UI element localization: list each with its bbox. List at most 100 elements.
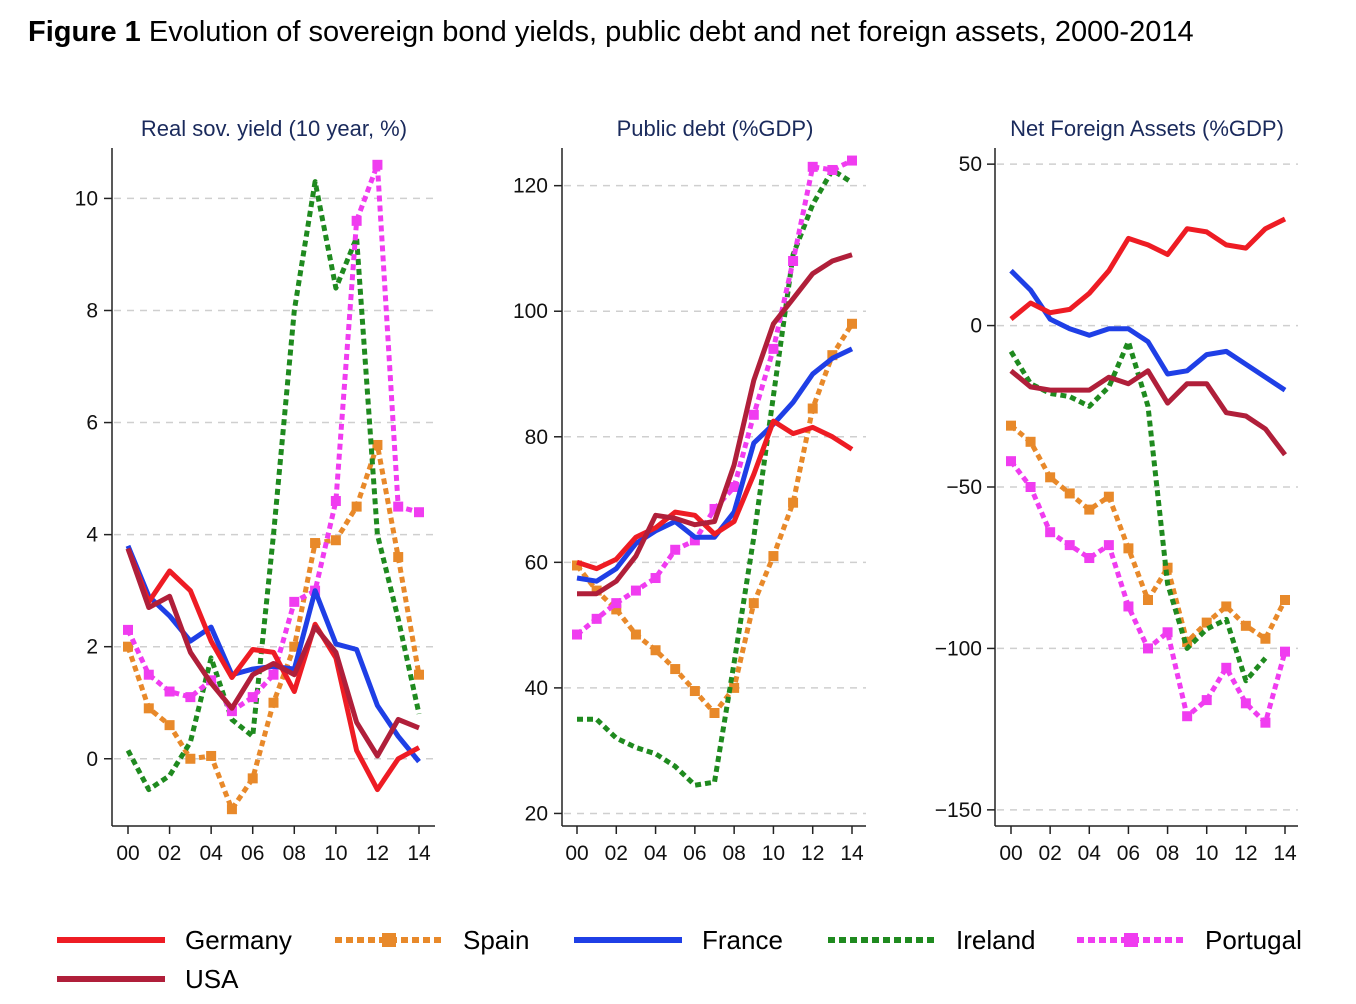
- data-point: [1143, 595, 1153, 605]
- data-point: [185, 753, 196, 764]
- y-tick-label: 0: [970, 315, 982, 338]
- data-point: [689, 535, 700, 546]
- data-point: [1064, 488, 1075, 499]
- data-point: [1280, 646, 1290, 657]
- x-tick-label: 00: [116, 842, 139, 865]
- data-point: [123, 641, 133, 652]
- data-point: [807, 403, 818, 414]
- data-point: [729, 682, 740, 693]
- data-point: [709, 708, 720, 718]
- data-point: [1045, 527, 1056, 538]
- data-point: [748, 409, 759, 420]
- data-point: [1025, 436, 1036, 447]
- x-tick-label: 00: [565, 842, 588, 865]
- series-usa: [125, 547, 420, 759]
- y-tick-label: 20: [525, 802, 548, 825]
- x-tick-label: 12: [1234, 842, 1257, 865]
- y-tick-label: 0: [86, 748, 98, 771]
- series-line-france: [1009, 268, 1287, 393]
- series-portugal: [1006, 456, 1290, 728]
- data-point: [847, 155, 857, 166]
- series-germany: [576, 418, 854, 572]
- x-tick-label: 08: [722, 842, 745, 865]
- data-point: [827, 164, 838, 175]
- data-point: [788, 256, 799, 266]
- series-usa: [1009, 368, 1287, 457]
- data-point: [351, 501, 362, 512]
- series-spain: [123, 439, 424, 815]
- data-point: [1025, 482, 1036, 492]
- x-tick-label: 06: [1117, 842, 1140, 865]
- x-tick-label: 12: [366, 842, 389, 865]
- data-point: [226, 706, 237, 717]
- series-line-usa: [125, 547, 420, 759]
- series-line-germany: [576, 418, 854, 572]
- series-germany: [1009, 216, 1287, 322]
- data-point: [372, 439, 383, 450]
- data-point: [1221, 662, 1232, 673]
- data-point: [729, 482, 740, 492]
- data-point: [247, 773, 258, 784]
- data-point: [591, 585, 602, 596]
- data-point: [268, 697, 279, 708]
- x-tick-label: 10: [762, 842, 785, 865]
- data-point: [1260, 633, 1271, 644]
- x-tick-label: 04: [199, 842, 223, 865]
- data-point: [330, 535, 341, 546]
- series-france: [1009, 268, 1287, 393]
- x-tick-label: 10: [1195, 842, 1218, 865]
- series-line-ireland: [125, 179, 422, 793]
- y-tick-label: 80: [525, 426, 548, 449]
- data-point: [650, 645, 661, 656]
- data-point: [748, 598, 759, 609]
- x-tick-label: 06: [683, 842, 706, 865]
- series-line-portugal: [1009, 459, 1288, 726]
- data-point: [1123, 601, 1134, 612]
- data-point: [123, 624, 133, 635]
- data-point: [268, 669, 279, 680]
- data-point: [1201, 695, 1212, 706]
- data-point: [143, 703, 154, 714]
- data-point: [143, 669, 154, 680]
- x-tick-label: 10: [324, 842, 347, 865]
- x-tick-label: 12: [801, 842, 824, 865]
- data-point: [650, 573, 661, 584]
- x-tick-label: 02: [605, 842, 628, 865]
- series-line-germany: [125, 547, 421, 793]
- x-tick-label: 02: [158, 842, 181, 865]
- series-ireland: [1008, 339, 1268, 684]
- chart-title: Public debt (%GDP): [617, 116, 814, 141]
- series-line-ireland: [1008, 339, 1268, 684]
- data-point: [768, 343, 779, 354]
- data-point: [372, 159, 383, 170]
- y-tick-label: −50: [946, 476, 982, 499]
- data-point: [1103, 491, 1114, 502]
- data-point: [185, 692, 196, 703]
- y-tick-label: 100: [513, 300, 548, 323]
- x-tick-label: 14: [840, 842, 864, 865]
- series-portugal: [572, 155, 857, 640]
- y-tick-label: −100: [935, 637, 982, 660]
- chart-title: Real sov. yield (10 year, %): [141, 116, 407, 141]
- y-tick-label: 50: [959, 153, 982, 176]
- data-point: [611, 598, 622, 609]
- data-point: [226, 804, 237, 815]
- x-tick-label: 04: [1078, 842, 1102, 865]
- x-tick-label: 08: [1156, 842, 1179, 865]
- data-point: [1084, 504, 1095, 515]
- y-tick-label: 8: [86, 299, 98, 322]
- series-portugal: [123, 159, 424, 717]
- series-line-germany: [1009, 216, 1287, 322]
- data-point: [788, 497, 799, 508]
- data-point: [611, 604, 622, 615]
- figure-title-text: Evolution of sovereign bond yields, publ…: [148, 16, 1194, 48]
- data-point: [807, 161, 818, 172]
- data-point: [670, 544, 681, 555]
- data-point: [1201, 617, 1212, 628]
- data-point: [1182, 711, 1193, 722]
- data-point: [1162, 562, 1173, 573]
- data-point: [709, 503, 720, 514]
- series-france: [576, 346, 854, 584]
